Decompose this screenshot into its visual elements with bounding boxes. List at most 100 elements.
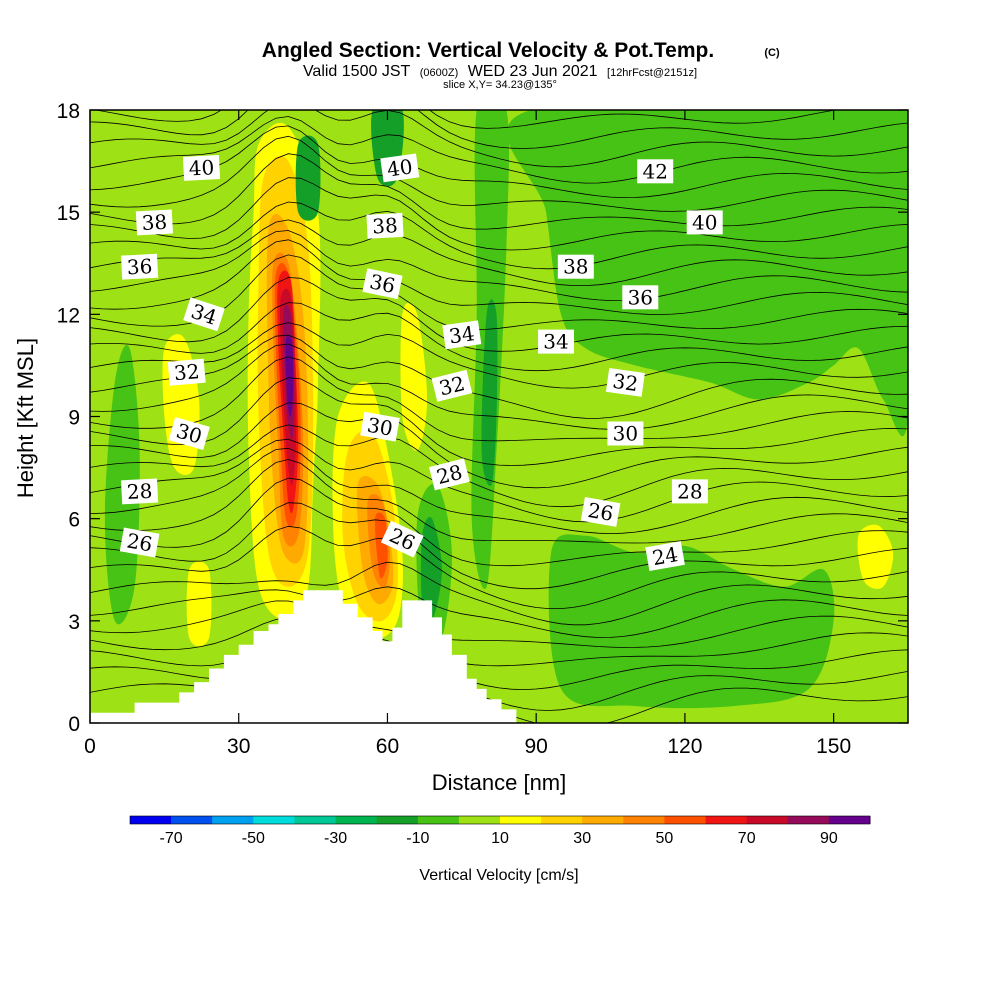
velocity-region xyxy=(186,561,212,647)
x-tick-label: 60 xyxy=(376,735,399,758)
colorbar-tick-label: -10 xyxy=(406,830,429,847)
plot-area: 40 38 36 34 32 30 28 26 40 38 36 34 32 30 28 26 42 40 38 36… xyxy=(90,110,908,723)
isentrope-line xyxy=(90,616,908,667)
theta-contour-label: 32 xyxy=(431,369,473,402)
y-tick-label: 9 xyxy=(68,407,80,430)
theta-contour-label: 26 xyxy=(119,527,160,558)
theta-contour-label: 38 xyxy=(135,209,174,236)
svg-text:32: 32 xyxy=(173,359,200,385)
isentrope-line xyxy=(90,561,908,626)
colorbar-swatch xyxy=(376,816,419,824)
svg-text:34: 34 xyxy=(448,321,477,348)
theta-contour-label: 34 xyxy=(183,297,225,332)
svg-text:26: 26 xyxy=(586,498,615,526)
x-tick-label: 120 xyxy=(667,735,702,758)
velocity-region xyxy=(295,135,321,221)
colorbar-tick-label: 10 xyxy=(491,830,509,847)
svg-text:36: 36 xyxy=(628,285,653,309)
colorbar-swatch xyxy=(787,816,830,824)
colorbar-swatch xyxy=(171,816,213,824)
svg-text:40: 40 xyxy=(188,155,215,180)
svg-text:36: 36 xyxy=(368,269,398,298)
colorbar-swatch xyxy=(582,816,624,824)
svg-text:42: 42 xyxy=(642,159,667,183)
theta-contour-label: 30 xyxy=(168,417,210,450)
isentrope-line xyxy=(90,239,908,315)
velocity-region xyxy=(857,524,894,589)
theta-contour-label: 24 xyxy=(645,541,685,572)
svg-text:28: 28 xyxy=(677,479,702,503)
isentrope-line xyxy=(90,459,908,544)
colorbar-tick-label: 50 xyxy=(656,830,674,847)
colorbar-tick-label: 90 xyxy=(820,830,838,847)
colorbar-swatch xyxy=(335,816,378,824)
colorbar xyxy=(129,815,871,825)
velocity-region xyxy=(374,512,388,579)
x-tick-label: 30 xyxy=(227,735,250,758)
velocity-region xyxy=(420,516,442,623)
svg-text:24: 24 xyxy=(650,542,679,570)
isentrope-line xyxy=(90,110,908,168)
theta-contour-label: 34 xyxy=(442,320,482,350)
colorbar-swatch xyxy=(294,816,336,824)
isentrope-line xyxy=(90,302,908,372)
theta-contour-label: 38 xyxy=(557,254,594,279)
y-axis-label: Height [Kft MSL] xyxy=(13,338,38,498)
colorbar-tick-label: 30 xyxy=(573,830,591,847)
svg-text:28: 28 xyxy=(126,479,153,504)
theta-contour-label: 32 xyxy=(167,358,206,386)
svg-text:30: 30 xyxy=(613,422,638,446)
svg-text:34: 34 xyxy=(543,330,568,354)
copyright-mark: (C) xyxy=(764,47,780,59)
valid-date: WED 23 Jun 2021 xyxy=(468,63,598,80)
isentrope-line xyxy=(90,600,908,648)
valid-zulu: (0600Z) xyxy=(420,67,459,79)
isentrope-line xyxy=(90,153,908,230)
theta-contour-label: 30 xyxy=(360,411,400,442)
isentrope-line xyxy=(90,424,908,508)
theta-contour-label: 42 xyxy=(637,159,674,184)
isentrope-line xyxy=(90,135,908,212)
colorbar-swatch xyxy=(458,816,501,824)
svg-text:32: 32 xyxy=(611,369,640,396)
theta-contour-label: 28 xyxy=(671,479,708,504)
colorbar-swatch xyxy=(541,816,583,824)
svg-text:38: 38 xyxy=(141,210,168,235)
isentrope-line xyxy=(90,438,908,523)
isentrope-line xyxy=(90,343,908,430)
velocity-region xyxy=(285,335,294,418)
colorbar-swatch xyxy=(664,816,706,824)
theta-contour-label: 38 xyxy=(366,212,404,239)
y-tick-label: 6 xyxy=(68,509,80,532)
colorbar-tick-label: -70 xyxy=(160,830,183,847)
x-axis-label: Distance [nm] xyxy=(432,770,567,795)
terrain-mask xyxy=(90,590,517,723)
svg-text:30: 30 xyxy=(365,413,394,441)
y-tick-label: 15 xyxy=(57,202,80,225)
theta-contour-label: 40 xyxy=(182,154,221,181)
colorbar-tick-label: -30 xyxy=(324,830,347,847)
isentrope-line xyxy=(90,254,908,331)
x-tick-label: 90 xyxy=(525,735,548,758)
theta-contour-label: 26 xyxy=(580,496,621,527)
theta-contour-label: 28 xyxy=(120,478,159,505)
svg-text:40: 40 xyxy=(386,154,415,181)
theta-contour-label: 28 xyxy=(429,458,470,491)
colorbar-swatch xyxy=(828,816,871,824)
isentrope-line xyxy=(90,402,908,489)
colorbar-tick-label: -50 xyxy=(242,830,265,847)
velocity-region xyxy=(548,534,835,709)
x-tick-label: 150 xyxy=(816,735,851,758)
colorbar-label: Vertical Velocity [cm/s] xyxy=(419,867,578,884)
svg-text:40: 40 xyxy=(692,210,717,234)
theta-contour-label: 36 xyxy=(120,253,159,280)
theta-contour-label: 36 xyxy=(362,268,403,300)
isentrope-line xyxy=(90,447,908,535)
colorbar-swatch xyxy=(705,816,748,824)
isentrope-line xyxy=(90,477,908,567)
theta-contour-label: 36 xyxy=(622,285,659,310)
isentrope-line xyxy=(90,322,908,389)
svg-text:32: 32 xyxy=(437,371,468,400)
isentrope-line xyxy=(90,586,908,638)
